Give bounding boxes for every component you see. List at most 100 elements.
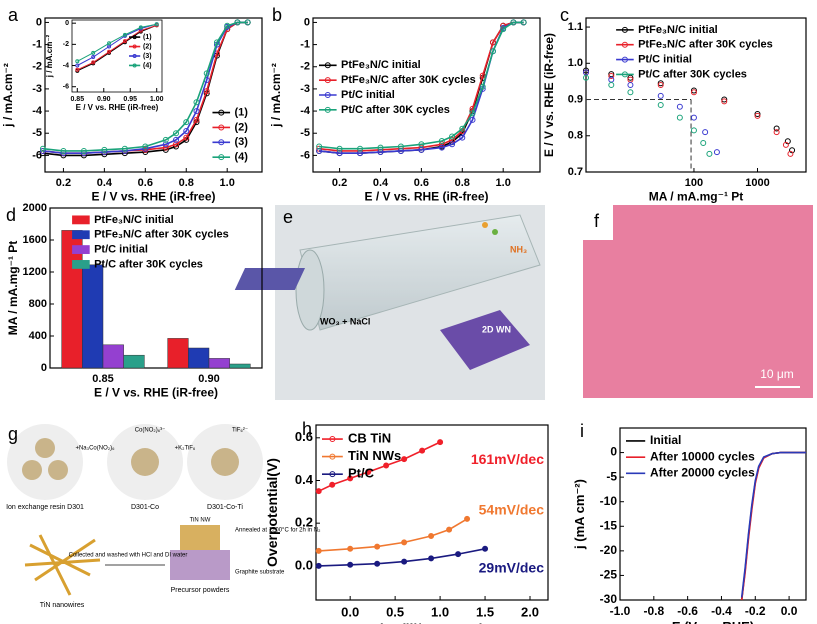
data-point	[754, 111, 761, 118]
data-point	[455, 551, 462, 558]
panel-g: +Na₃Co(NO₂)₆ Co(NO₂)₆³⁻ +K₂TiF₆ TiF₆²⁻ I…	[6, 424, 321, 609]
x-tick-label: 0.90	[198, 373, 219, 385]
data-point	[500, 26, 507, 33]
data-point	[193, 99, 200, 106]
panel-label: d	[6, 205, 16, 225]
x-tick-label: 0.6	[138, 177, 153, 189]
data-point	[315, 562, 322, 569]
legend-marker	[329, 436, 336, 443]
data-point	[142, 143, 149, 150]
data-point	[336, 150, 343, 157]
bar	[167, 338, 189, 369]
plot-frame	[619, 427, 807, 601]
data-point	[203, 88, 210, 95]
series-line	[77, 23, 157, 62]
data-point	[782, 141, 789, 148]
y-axis-label: MA / mA.mg⁻¹ Pt	[6, 241, 20, 336]
data-point	[437, 439, 444, 446]
data-point	[193, 108, 200, 115]
y-tick-label: 0.6	[295, 429, 313, 444]
panel-label: g	[8, 424, 18, 444]
x-tick-label: 0.4	[373, 177, 389, 189]
plot-frame	[585, 17, 807, 173]
x-tick-label: 0.5	[386, 604, 404, 619]
data-point	[91, 50, 96, 55]
x-tick-label: 0.85	[70, 96, 84, 103]
legend-marker	[324, 92, 331, 98]
nanowires	[24, 534, 101, 596]
data-point	[377, 149, 384, 156]
legend-marker	[621, 56, 628, 63]
y-tick-label: 1200	[23, 266, 47, 278]
legend-marker	[329, 471, 336, 478]
data-point	[203, 70, 210, 77]
series-line	[319, 21, 524, 152]
y-tick-label: 2000	[23, 202, 47, 214]
data-point	[449, 141, 456, 148]
data-point	[183, 128, 190, 135]
legend-marker	[329, 453, 336, 460]
y-tick-label: -6	[32, 149, 42, 161]
y-tick-label: 1600	[23, 234, 47, 246]
data-point	[489, 39, 496, 46]
micrograph	[583, 205, 813, 398]
y-tick-label: -20	[600, 543, 618, 557]
data-point	[162, 144, 169, 151]
legend-marker	[132, 35, 137, 40]
legend-label: (3)	[234, 136, 248, 148]
legend-marker	[621, 71, 628, 78]
x-tick-label: 0.2	[56, 177, 71, 189]
bead	[131, 448, 159, 476]
legend-marker	[324, 77, 331, 84]
legend-label: Pt/C after 30K cycles	[341, 104, 450, 116]
y-tick-label: 0	[610, 445, 617, 459]
bar	[102, 344, 124, 369]
data-point	[721, 96, 728, 103]
y-axis-label: j (mA cm⁻²)	[572, 479, 587, 550]
data-point	[162, 141, 169, 148]
stage-label: TiN nanowires	[40, 602, 85, 609]
x-axis-label: MA / mA.mg⁻¹ Pt	[649, 189, 744, 203]
legend-label: Pt/C	[348, 466, 375, 481]
plot-frame	[71, 19, 163, 93]
legend-label: PtFe₃N/C after 30K cycles	[94, 229, 229, 241]
legend-label: Pt/C after 30K cycles	[638, 68, 747, 80]
legend-label: TiN NWs	[348, 448, 401, 463]
data-point	[520, 19, 527, 26]
data-point	[397, 143, 404, 150]
data-point	[121, 145, 128, 152]
data-point	[401, 539, 408, 546]
data-point	[234, 19, 241, 26]
y-axis-label: j / mA.cm⁻²	[1, 63, 15, 128]
legend-label: PtFe₃N/C initial	[94, 214, 174, 226]
precursor-block	[170, 550, 230, 580]
data-point	[690, 127, 697, 134]
step-label: +Na₃Co(NO₂)₆	[75, 446, 115, 452]
data-point	[383, 462, 390, 469]
x-axis-label: log(|j|/mA cm⁻²)	[380, 621, 484, 624]
data-point	[183, 119, 190, 126]
data-point	[583, 74, 589, 81]
vessel	[7, 424, 83, 500]
y-axis-label: E / V vs. RHE (iR-free)	[542, 33, 556, 157]
data-point	[122, 39, 127, 44]
y-axis-label: Overpotential(V)	[264, 458, 280, 567]
data-point	[721, 98, 728, 105]
data-point	[162, 136, 169, 143]
data-point	[401, 558, 408, 565]
series-line	[318, 518, 468, 552]
data-point	[224, 22, 231, 29]
legend-swatch	[72, 215, 90, 225]
data-point	[107, 41, 112, 46]
panel-label: e	[283, 207, 293, 227]
y-tick-label: 0	[36, 16, 42, 28]
legend-marker	[621, 41, 628, 48]
data-point	[479, 83, 486, 90]
substrate	[440, 310, 530, 370]
data-point	[608, 72, 615, 79]
data-point	[676, 114, 683, 121]
series-line	[77, 24, 157, 71]
bar	[82, 264, 104, 369]
data-point	[608, 82, 615, 89]
y-tick-label: 0	[304, 16, 310, 28]
